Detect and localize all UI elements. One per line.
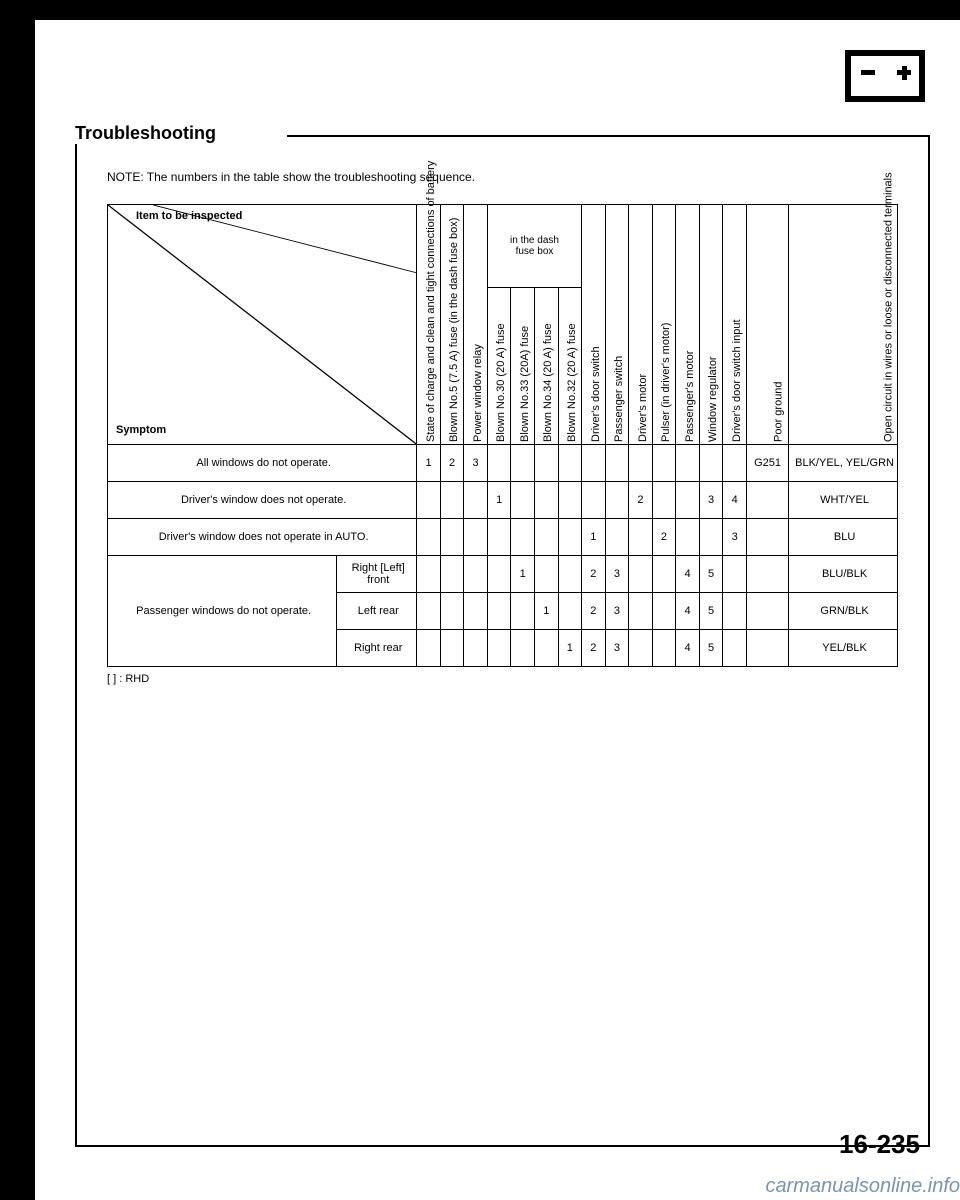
col-5: Blown No.33 (20A) fuse <box>511 288 535 445</box>
table-row: Driver's window does not operate in AUTO… <box>108 519 898 556</box>
col-2: Blown No.5 (7.5 A) fuse (in the dash fus… <box>440 205 464 445</box>
col-9: Passenger switch <box>605 205 629 445</box>
battery-icon <box>845 50 925 102</box>
watermark: carmanualsonline.info <box>765 1175 960 1198</box>
col-16: Open circuit in wires or loose or discon… <box>789 205 898 445</box>
table-row: All windows do not operate. 1 2 3 G251 B… <box>108 445 898 482</box>
col-1: State of charge and clean and tight conn… <box>417 205 441 445</box>
rhd-note: [ ] : RHD <box>107 673 898 685</box>
troubleshooting-table: Item to be inspected Symptom State of ch… <box>107 204 898 667</box>
col-14: Driver's door switch input <box>723 205 747 445</box>
note-text: NOTE: The numbers in the table show the … <box>107 170 898 184</box>
col-8: Driver's door switch <box>582 205 606 445</box>
col-3: Power window relay <box>464 205 488 445</box>
item-label: Item to be inspected <box>136 210 242 222</box>
col-13: Window regulator <box>699 205 723 445</box>
dash-group: in the dashfuse box <box>487 205 581 288</box>
table-row: Passenger windows do not operate. Right … <box>108 556 898 593</box>
symptom-label: Symptom <box>116 424 166 436</box>
table-row: Driver's window does not operate. 1 2 3 … <box>108 482 898 519</box>
col-7: Blown No.32 (20 A) fuse <box>558 288 582 445</box>
col-15: Poor ground <box>746 205 788 445</box>
col-12: Passenger's motor <box>676 205 700 445</box>
section-title: Troubleshooting <box>75 123 224 144</box>
col-4: Blown No.30 (20 A) fuse <box>487 288 511 445</box>
col-6: Blown No.34 (20 A) fuse <box>534 288 558 445</box>
col-11: Pulser (in driver's motor) <box>652 205 676 445</box>
page-number: 16-235 <box>839 1129 920 1160</box>
col-10: Driver's motor <box>629 205 653 445</box>
